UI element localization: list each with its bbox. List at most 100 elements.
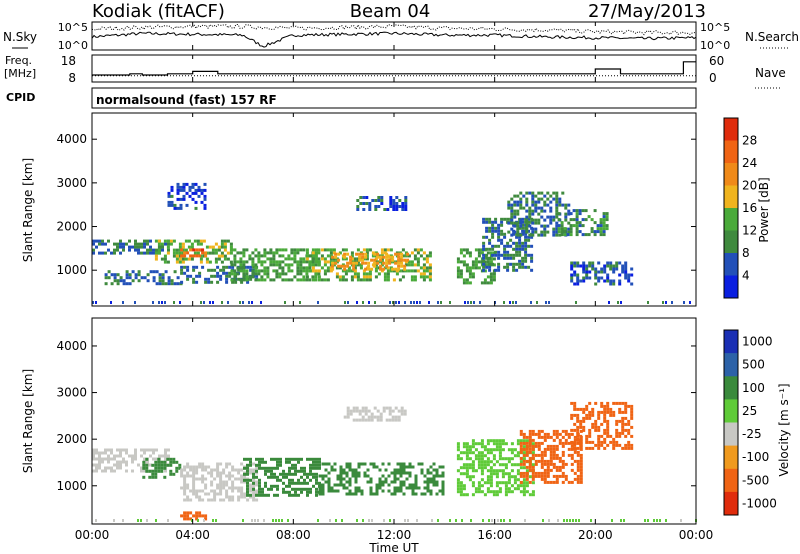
heatmap-cell — [522, 441, 526, 445]
heatmap-cell — [134, 276, 138, 280]
heatmap-cell — [498, 463, 502, 467]
heatmap-cell — [400, 261, 404, 265]
heatmap-cell — [166, 457, 170, 461]
heatmap-cell — [486, 442, 490, 446]
heatmap-cell — [351, 468, 355, 472]
heatmap-cell — [151, 475, 155, 479]
heatmap-cell — [263, 278, 267, 282]
heatmap-cell — [255, 480, 259, 484]
heatmap-cell — [393, 474, 397, 478]
heatmap-cell — [665, 301, 667, 304]
heatmap-cell — [522, 447, 526, 451]
heatmap-cell — [134, 448, 137, 452]
heatmap-cell — [201, 480, 205, 484]
heatmap-cell — [494, 268, 498, 272]
heatmap-cell — [161, 248, 164, 252]
heatmap-cell — [525, 218, 529, 222]
heatmap-cell — [404, 260, 408, 264]
heatmap-cell — [377, 272, 381, 276]
heatmap-cell — [107, 460, 110, 464]
heatmap-cell — [513, 463, 517, 467]
heatmap-cell — [615, 434, 619, 438]
heatmap-cell — [176, 185, 180, 189]
heatmap-cell — [579, 465, 583, 469]
heatmap-cell — [394, 418, 398, 422]
heatmap-cell — [498, 490, 502, 494]
heatmap-cell — [546, 468, 550, 472]
heatmap-cell — [204, 251, 208, 255]
heatmap-cell — [558, 438, 562, 442]
heatmap-cell — [320, 266, 324, 270]
heatmap-cell — [525, 474, 529, 478]
heatmap-cell — [198, 248, 202, 252]
heatmap-cell — [201, 474, 205, 478]
heatmap-cell — [471, 460, 475, 464]
heatmap-cell — [228, 274, 232, 278]
heatmap-cell — [477, 248, 481, 252]
heatmap-cell — [528, 450, 532, 454]
heatmap-cell — [237, 477, 241, 481]
heatmap-cell — [497, 262, 501, 266]
heatmap-cell — [498, 445, 502, 449]
heatmap-cell — [397, 261, 401, 265]
heatmap-cell — [186, 465, 190, 469]
heatmap-cell — [543, 474, 547, 478]
heatmap-cell — [312, 472, 315, 476]
heatmap-cell — [549, 453, 553, 457]
heatmap-cell — [318, 489, 322, 493]
heatmap-cell — [462, 442, 466, 446]
heatmap-cell — [561, 459, 565, 463]
heatmap-cell — [266, 272, 270, 276]
heatmap-cell — [491, 220, 495, 224]
heatmap-cell — [356, 248, 360, 252]
heatmap-cell — [572, 224, 576, 228]
heatmap-cell — [518, 235, 522, 239]
heatmap-cell — [516, 454, 520, 458]
heatmap-cell — [546, 459, 550, 463]
heatmap-cell — [320, 257, 324, 261]
heatmap-cell — [264, 466, 267, 470]
heatmap-cell — [515, 268, 519, 272]
heatmap-cell — [579, 422, 583, 426]
heatmap-cell — [354, 477, 358, 481]
heatmap-cell — [101, 451, 104, 455]
heatmap-cell — [101, 239, 104, 243]
heatmap-cell — [176, 276, 180, 280]
heatmap-cell — [263, 248, 267, 252]
heatmap-cell — [456, 442, 460, 446]
heatmap-cell — [530, 235, 534, 239]
heatmap-cell — [573, 459, 577, 463]
heatmap-cell — [113, 469, 116, 473]
heatmap-cell — [300, 475, 303, 479]
heatmap-cell — [264, 472, 267, 476]
heatmap-cell — [219, 483, 223, 487]
heatmap-cell — [576, 279, 580, 283]
heatmap-cell — [179, 301, 181, 304]
heatmap-cell — [269, 263, 273, 267]
heatmap-cell — [263, 251, 267, 255]
heatmap-cell — [420, 471, 424, 475]
heatmap-cell — [92, 239, 95, 243]
heatmap-cell — [402, 462, 406, 466]
heatmap-cell — [255, 457, 258, 461]
heatmap-cell — [605, 212, 609, 216]
heatmap-cell — [233, 260, 237, 264]
heatmap-cell — [368, 205, 372, 208]
heatmap-cell — [122, 279, 126, 283]
heatmap-cell — [465, 269, 469, 273]
heatmap-cell — [331, 264, 335, 268]
heatmap-cell — [566, 233, 570, 237]
heatmap-cell — [456, 457, 460, 461]
heatmap-cell — [603, 270, 607, 274]
heatmap-cell — [480, 478, 484, 482]
heatmap-cell — [593, 230, 597, 234]
heatmap-cell — [552, 480, 556, 484]
heatmap-cell — [246, 481, 249, 485]
heatmap-cell — [183, 498, 187, 502]
colorbar-tick-label: 4 — [742, 269, 750, 283]
heatmap-cell — [351, 492, 355, 496]
heatmap-cell — [498, 442, 502, 446]
heatmap-cell — [354, 486, 358, 490]
heatmap-cell — [260, 301, 262, 304]
heatmap-cell — [195, 514, 199, 518]
